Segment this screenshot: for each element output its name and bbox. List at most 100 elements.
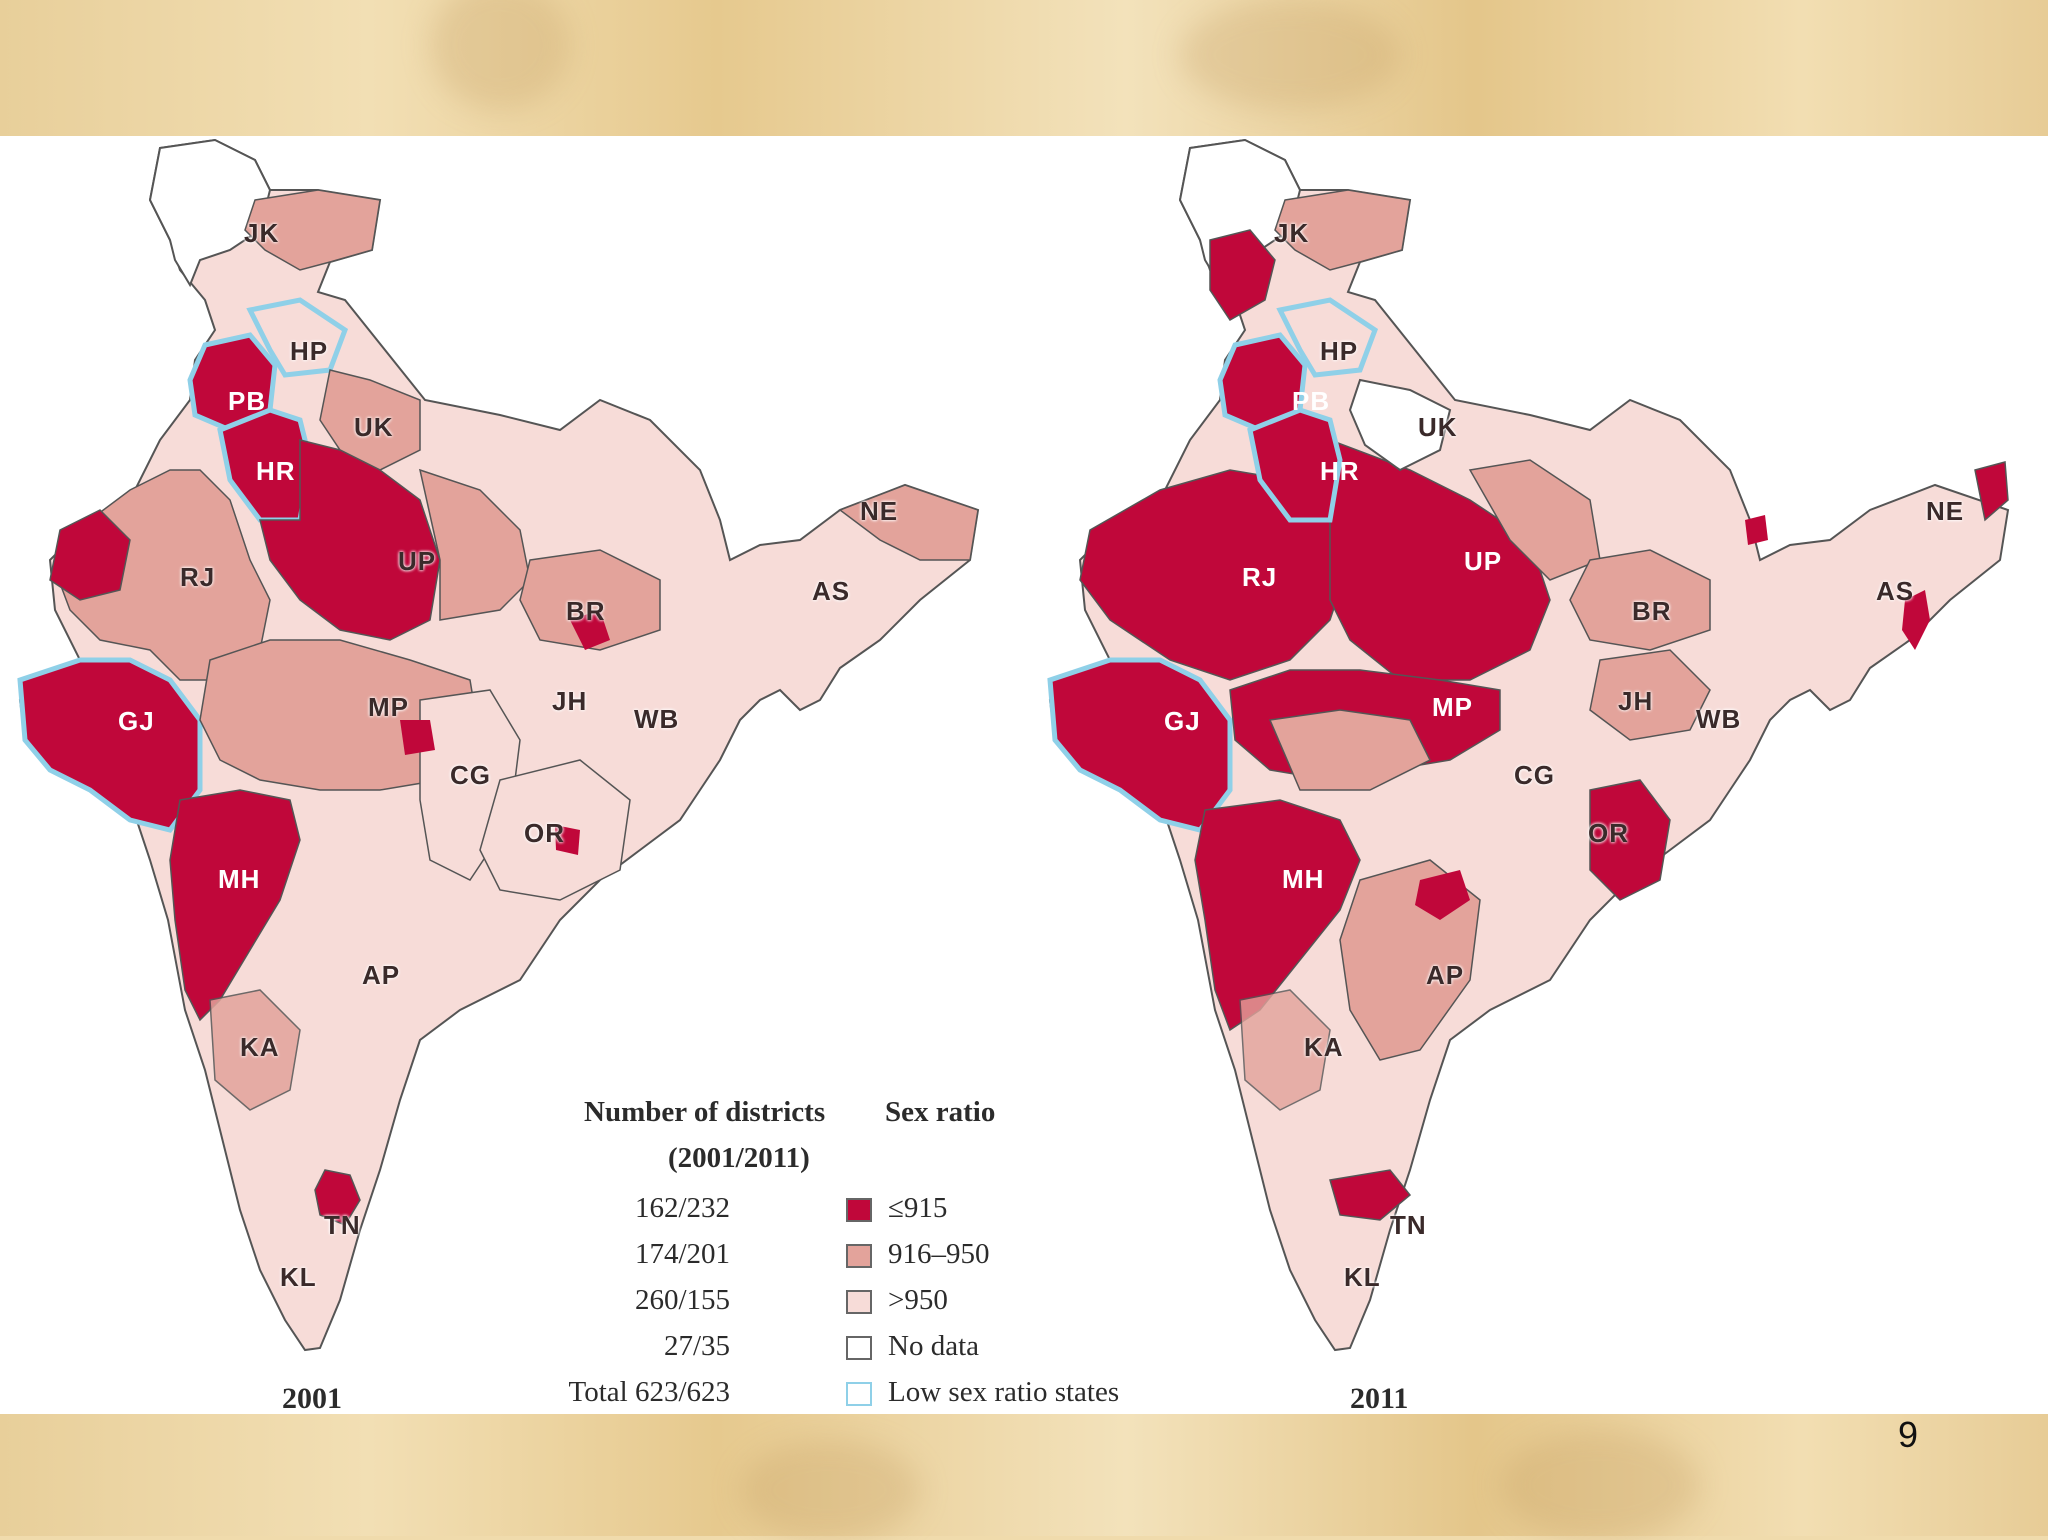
background-texture	[1180, 0, 1400, 110]
district-patch	[400, 720, 435, 755]
region-br	[519, 549, 661, 651]
state-label-br: BR	[1632, 596, 1672, 626]
state-label-uk: UK	[1418, 412, 1458, 442]
map-2001	[17, 138, 980, 1352]
state-label-ne: NE	[1926, 496, 1965, 526]
state-label-tn: TN	[324, 1210, 361, 1240]
region-up	[259, 439, 441, 641]
state-label-hr: HR	[256, 456, 296, 486]
state-label-rj: RJ	[1242, 562, 1278, 592]
state-label-rj: RJ	[180, 562, 216, 592]
region-or	[479, 759, 631, 901]
background-texture	[1500, 1430, 1700, 1540]
region-ne	[838, 484, 979, 561]
legend-label: ≤915	[888, 1192, 948, 1224]
slide-background-bottom	[0, 1414, 2048, 1536]
state-label-jh: JH	[552, 686, 588, 716]
state-label-tn: TN	[1390, 1210, 1427, 1240]
region-jh	[1589, 649, 1711, 741]
legend-swatch-low-sex-ratio	[846, 1382, 872, 1406]
state-label-hr: HR	[1320, 456, 1360, 486]
state-label-jh: JH	[1618, 686, 1654, 716]
region-up	[1329, 438, 1551, 681]
state-label-pb: PB	[1292, 386, 1331, 416]
legend-row: 27/35 No data	[560, 1330, 1120, 1370]
state-label-jk: JK	[244, 218, 280, 248]
region-rj-west	[49, 509, 131, 601]
year-label-2001: 2001	[282, 1382, 342, 1415]
legend-count: 260/155	[634, 1284, 730, 1316]
background-texture	[430, 0, 570, 110]
state-label-ka: KA	[240, 1032, 280, 1062]
state-label-as: AS	[812, 576, 851, 606]
region-as-patch	[1902, 590, 1930, 650]
state-label-mp: MP	[368, 692, 409, 722]
state-label-mh: MH	[1282, 864, 1325, 894]
region-hp	[1276, 297, 1379, 378]
legend-swatch-gt950	[846, 1290, 872, 1314]
legend-label: No data	[888, 1330, 979, 1362]
region-hr	[1247, 407, 1343, 523]
legend-row: 260/155 >950	[560, 1284, 1120, 1324]
slide-background-top	[0, 0, 2048, 136]
region-sikkim-patch	[1745, 515, 1768, 545]
region-ne-patch	[1974, 461, 2009, 522]
state-label-hp: HP	[1320, 336, 1359, 366]
state-label-wb: WB	[1696, 704, 1742, 734]
state-label-pb: PB	[228, 386, 267, 416]
legend-row: 162/232 ≤915	[560, 1192, 1120, 1232]
region-ap-patch	[1415, 870, 1470, 920]
legend-count: 162/232	[634, 1192, 730, 1224]
region-br	[1569, 549, 1711, 651]
region-up-east	[418, 468, 531, 621]
legend-count-subheader: (2001/2011)	[668, 1142, 810, 1174]
legend-count: 174/201	[634, 1238, 730, 1270]
region-gj	[17, 657, 203, 833]
state-label-kl: KL	[280, 1262, 317, 1292]
state-label-or: OR	[1588, 818, 1629, 848]
state-label-br: BR	[566, 596, 606, 626]
state-label-kl: KL	[1344, 1262, 1381, 1292]
legend-count: 27/35	[663, 1330, 730, 1362]
state-label-gj: GJ	[1164, 706, 1201, 736]
legend-label: Low sex ratio states	[888, 1376, 1120, 1408]
region-uk	[1348, 378, 1452, 472]
legend-count: Total 623/623	[568, 1376, 730, 1408]
region-jk	[1209, 229, 1276, 321]
region-mp-south	[1268, 709, 1432, 791]
state-label-mp: MP	[1432, 692, 1473, 722]
state-label-jk: JK	[1274, 218, 1310, 248]
legend-swatch-916-950	[846, 1244, 872, 1268]
page-number: 9	[1898, 1414, 1919, 1455]
legend-count-header: Number of districts	[584, 1096, 826, 1128]
state-label-uk: UK	[354, 412, 394, 442]
legend-row: 174/201 916–950	[560, 1238, 1120, 1278]
map-2011	[1047, 138, 2010, 1352]
district-patch	[555, 825, 580, 855]
region-jk-nodata	[148, 138, 272, 288]
region-or	[1589, 779, 1671, 901]
legend-swatch-le915	[846, 1198, 872, 1222]
legend-ratio-header: Sex ratio	[885, 1096, 996, 1128]
state-label-ka: KA	[1304, 1032, 1344, 1062]
state-label-ap: AP	[362, 960, 401, 990]
region-mh	[1194, 799, 1361, 1032]
state-label-up: UP	[398, 546, 437, 576]
state-label-hp: HP	[290, 336, 329, 366]
state-label-or: OR	[524, 818, 565, 848]
region-tn-patch	[314, 1169, 361, 1226]
state-label-gj: GJ	[118, 706, 155, 736]
district-patch	[570, 610, 610, 650]
region-uk	[319, 369, 421, 471]
region-gj	[1047, 657, 1233, 833]
background-texture	[740, 1440, 920, 1540]
region-mh	[169, 789, 301, 1022]
region-rj	[1079, 469, 1351, 681]
region-tn-patch	[1329, 1169, 1412, 1221]
state-label-cg: CG	[450, 760, 491, 790]
legend-row: Total 623/623 Low sex ratio states	[560, 1376, 1120, 1416]
legend-label: >950	[888, 1284, 948, 1316]
region-ka	[209, 989, 301, 1111]
region-ka	[1239, 989, 1331, 1111]
state-label-ne: NE	[860, 496, 899, 526]
